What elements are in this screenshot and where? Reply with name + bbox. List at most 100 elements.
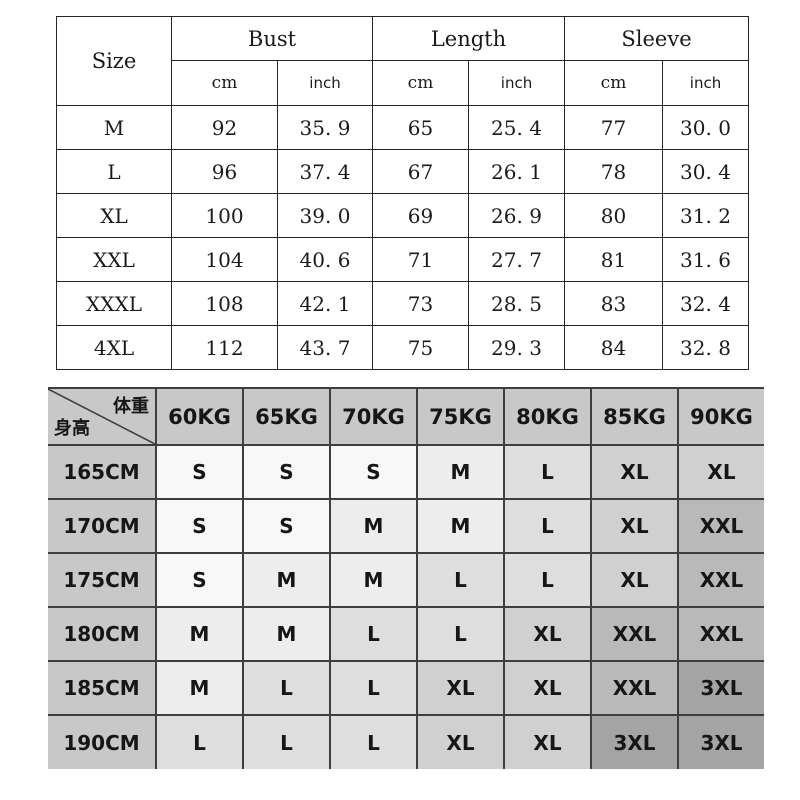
- fit-cell: M: [329, 552, 418, 608]
- measurement-header-groups: Size Bust Length Sleeve: [56, 16, 749, 106]
- fit-cell: M: [155, 606, 244, 662]
- table-cell: 40. 6: [277, 237, 373, 282]
- table-cell: 73: [372, 281, 469, 326]
- size-label: XL: [56, 193, 172, 238]
- fit-cell: XXL: [677, 606, 764, 662]
- table-cell: 100: [171, 193, 278, 238]
- fit-cell: L: [416, 606, 505, 662]
- fit-matrix-row: 165CM S S S M L XL XL: [48, 444, 764, 500]
- fit-matrix-header-row: 体重 身高 60KG 65KG 70KG 75KG 80KG 85KG 90KG: [48, 387, 764, 446]
- weight-header: 75KG: [416, 387, 505, 446]
- fit-cell: XL: [503, 606, 592, 662]
- table-cell: 26. 1: [468, 149, 565, 194]
- table-cell: 84: [564, 325, 663, 370]
- fit-cell: L: [329, 714, 418, 769]
- table-cell: 31. 2: [662, 193, 749, 238]
- sleeve-inch-header: inch: [662, 60, 749, 106]
- fit-cell: M: [242, 552, 331, 608]
- height-header: 190CM: [48, 714, 157, 769]
- fit-cell: XL: [503, 714, 592, 769]
- height-header: 170CM: [48, 498, 157, 554]
- table-cell: 92: [171, 105, 278, 150]
- fit-cell: S: [329, 444, 418, 500]
- table-cell: 35. 9: [277, 105, 373, 150]
- fit-cell: L: [503, 444, 592, 500]
- table-cell: 81: [564, 237, 663, 282]
- table-cell: 29. 3: [468, 325, 565, 370]
- weight-header: 90KG: [677, 387, 764, 446]
- table-cell: 32. 8: [662, 325, 749, 370]
- weight-header: 70KG: [329, 387, 418, 446]
- fit-cell: S: [155, 552, 244, 608]
- fit-cell: S: [155, 444, 244, 500]
- fit-cell: M: [329, 498, 418, 554]
- table-cell: 69: [372, 193, 469, 238]
- length-cm-header: cm: [372, 60, 469, 106]
- fit-cell: 3XL: [677, 714, 764, 769]
- table-cell: 25. 4: [468, 105, 565, 150]
- fit-cell: XXL: [677, 498, 764, 554]
- fit-matrix-row: 180CM M M L L XL XXL XXL: [48, 606, 764, 662]
- table-cell: 30. 0: [662, 105, 749, 150]
- fit-cell: XXL: [677, 552, 764, 608]
- table-cell: 31. 6: [662, 237, 749, 282]
- weight-header: 65KG: [242, 387, 331, 446]
- length-inch-header: inch: [468, 60, 565, 106]
- table-cell: 27. 7: [468, 237, 565, 282]
- table-cell: 42. 1: [277, 281, 373, 326]
- fit-cell: L: [503, 552, 592, 608]
- fit-cell: XL: [677, 444, 764, 500]
- fit-cell: L: [242, 660, 331, 716]
- table-row: XL 100 39. 0 69 26. 9 80 31. 2: [56, 193, 749, 238]
- fit-cell: S: [242, 498, 331, 554]
- table-row: M 92 35. 9 65 25. 4 77 30. 0: [56, 105, 749, 150]
- table-cell: 112: [171, 325, 278, 370]
- height-header: 175CM: [48, 552, 157, 608]
- diagonal-divider: [48, 389, 155, 444]
- fit-cell: XL: [503, 660, 592, 716]
- fit-cell: L: [329, 660, 418, 716]
- table-cell: 96: [171, 149, 278, 194]
- size-label: XXXL: [56, 281, 172, 326]
- table-cell: 43. 7: [277, 325, 373, 370]
- fit-cell: 3XL: [590, 714, 679, 769]
- fit-cell: XL: [590, 444, 679, 500]
- fit-cell: XXL: [590, 660, 679, 716]
- table-cell: 65: [372, 105, 469, 150]
- fit-cell: L: [155, 714, 244, 769]
- table-cell: 32. 4: [662, 281, 749, 326]
- fit-matrix-row: 190CM L L L XL XL 3XL 3XL: [48, 714, 764, 769]
- bust-group-header: Bust: [171, 16, 373, 61]
- table-cell: 104: [171, 237, 278, 282]
- size-column-header: Size: [56, 16, 172, 106]
- size-chart-page: Size Bust Length Sleeve cm inch cm inch …: [0, 16, 800, 800]
- sleeve-cm-header: cm: [564, 60, 663, 106]
- table-row: XXL 104 40. 6 71 27. 7 81 31. 6: [56, 237, 749, 282]
- table-cell: 39. 0: [277, 193, 373, 238]
- size-label: L: [56, 149, 172, 194]
- table-cell: 75: [372, 325, 469, 370]
- fit-cell: M: [242, 606, 331, 662]
- measurement-header-units: cm inch cm inch cm inch: [57, 60, 749, 106]
- height-header: 185CM: [48, 660, 157, 716]
- table-cell: 26. 9: [468, 193, 565, 238]
- fit-cell: L: [416, 552, 505, 608]
- table-row: XXXL 108 42. 1 73 28. 5 83 32. 4: [56, 281, 749, 326]
- size-label: M: [56, 105, 172, 150]
- bust-inch-header: inch: [277, 60, 373, 106]
- weight-corner-label: 体重: [113, 396, 149, 417]
- table-cell: 78: [564, 149, 663, 194]
- fit-cell: XL: [416, 714, 505, 769]
- fit-cell: 3XL: [677, 660, 764, 716]
- fit-cell: L: [329, 606, 418, 662]
- fit-cell: M: [155, 660, 244, 716]
- fit-cell: XL: [590, 552, 679, 608]
- table-cell: 83: [564, 281, 663, 326]
- table-row: L 96 37. 4 67 26. 1 78 30. 4: [56, 149, 749, 194]
- size-label: 4XL: [56, 325, 172, 370]
- length-group-header: Length: [372, 16, 565, 61]
- weight-header: 60KG: [155, 387, 244, 446]
- table-cell: 67: [372, 149, 469, 194]
- height-header: 180CM: [48, 606, 157, 662]
- fit-matrix-row: 175CM S M M L L XL XXL: [48, 552, 764, 608]
